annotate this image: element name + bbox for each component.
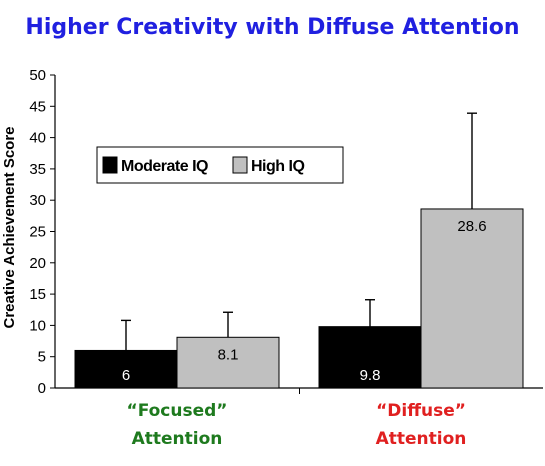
bar [176, 336, 280, 389]
legend-label: High IQ [251, 158, 304, 175]
chart-title: Higher Creativity with Diffuse Attention [25, 15, 520, 40]
y-tick-label: 35 [29, 161, 46, 178]
legend: Moderate IQ High IQ [96, 146, 344, 184]
category-label: Attention [132, 429, 223, 449]
bars [74, 112, 524, 389]
data-label: 9.8 [360, 367, 381, 384]
data-label: 6 [122, 367, 130, 384]
y-tick-label: 25 [29, 224, 46, 241]
y-tick-label: 10 [29, 317, 46, 334]
bar [420, 208, 524, 389]
legend-swatch [102, 156, 118, 174]
y-axis-label: Creative Achievement Score [1, 126, 18, 328]
labels: 6 8.1 “Focused” Attention 9.8 28.6 “Diffuse” At… [122, 218, 487, 449]
data-label: 28.6 [457, 218, 486, 235]
category-label: Attention [376, 429, 467, 449]
axes: 0 5 10 15 20 25 30 35 40 45 50 Creative Achievement… [1, 67, 543, 397]
legend-label: Moderate IQ [121, 158, 208, 175]
y-tick-label: 0 [38, 380, 46, 397]
category-label: “Focused” [127, 401, 228, 421]
y-tick-label: 50 [29, 67, 46, 84]
data-label: 8.1 [218, 346, 239, 363]
y-tick-label: 15 [29, 286, 46, 303]
legend-box [96, 146, 344, 184]
y-tick-label: 30 [29, 192, 46, 209]
y-tick-label: 45 [29, 98, 46, 115]
legend-swatch [232, 156, 248, 174]
y-tick-label: 5 [38, 349, 46, 366]
y-tick-label: 40 [29, 130, 46, 147]
category-label: “Diffuse” [376, 401, 466, 421]
y-tick-label: 20 [29, 255, 46, 272]
